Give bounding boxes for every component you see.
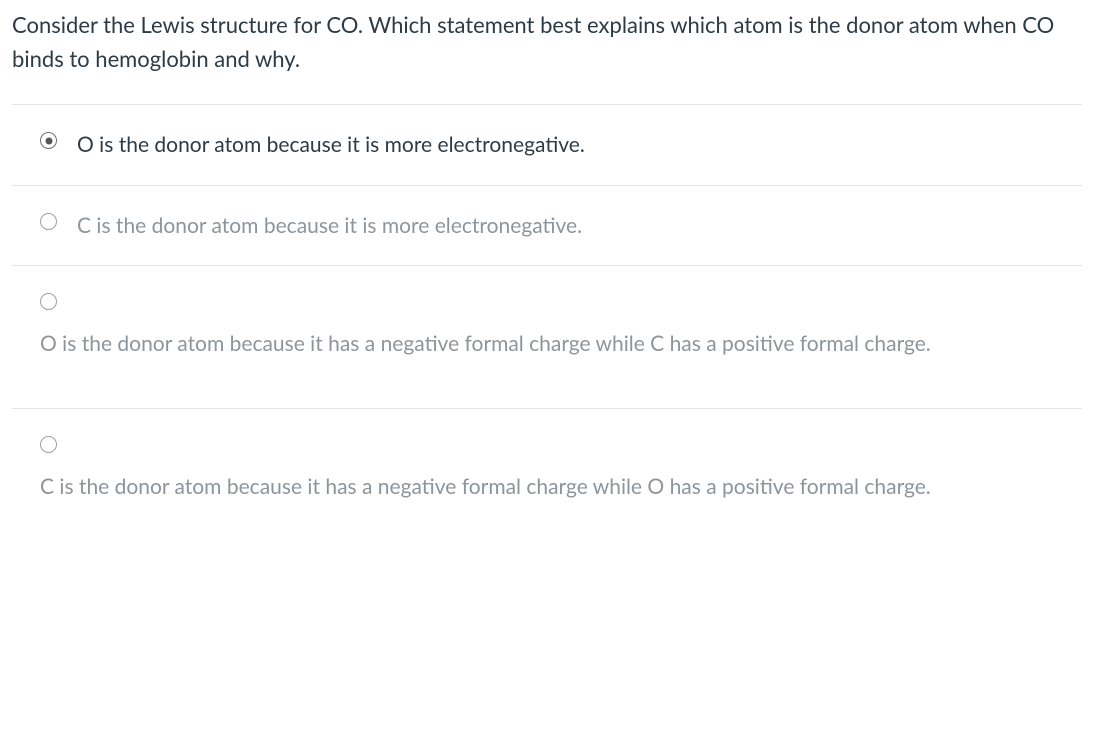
option-row-3[interactable]: C is the donor atom because it has a neg… — [12, 409, 1082, 551]
option-row-1[interactable]: C is the donor atom because it is more e… — [12, 186, 1082, 267]
radio-button[interactable] — [40, 436, 57, 453]
option-label: O is the donor atom because it has a neg… — [40, 328, 1074, 360]
option-label: C is the donor atom because it is more e… — [77, 210, 582, 242]
radio-wrapper — [40, 129, 57, 153]
option-row-0[interactable]: O is the donor atom because it is more e… — [12, 105, 1082, 186]
radio-wrapper — [40, 433, 1054, 457]
radio-button[interactable] — [40, 293, 57, 310]
options-list: O is the donor atom because it is more e… — [12, 104, 1082, 550]
radio-button[interactable] — [40, 213, 57, 230]
radio-wrapper — [40, 290, 1054, 314]
radio-button[interactable] — [40, 132, 57, 149]
option-label: C is the donor atom because it has a neg… — [40, 471, 1074, 503]
radio-wrapper — [40, 210, 57, 234]
option-row-2[interactable]: O is the donor atom because it has a neg… — [12, 266, 1082, 409]
option-label: O is the donor atom because it is more e… — [77, 129, 585, 161]
question-prompt: Consider the Lewis structure for CO. Whi… — [12, 8, 1082, 76]
